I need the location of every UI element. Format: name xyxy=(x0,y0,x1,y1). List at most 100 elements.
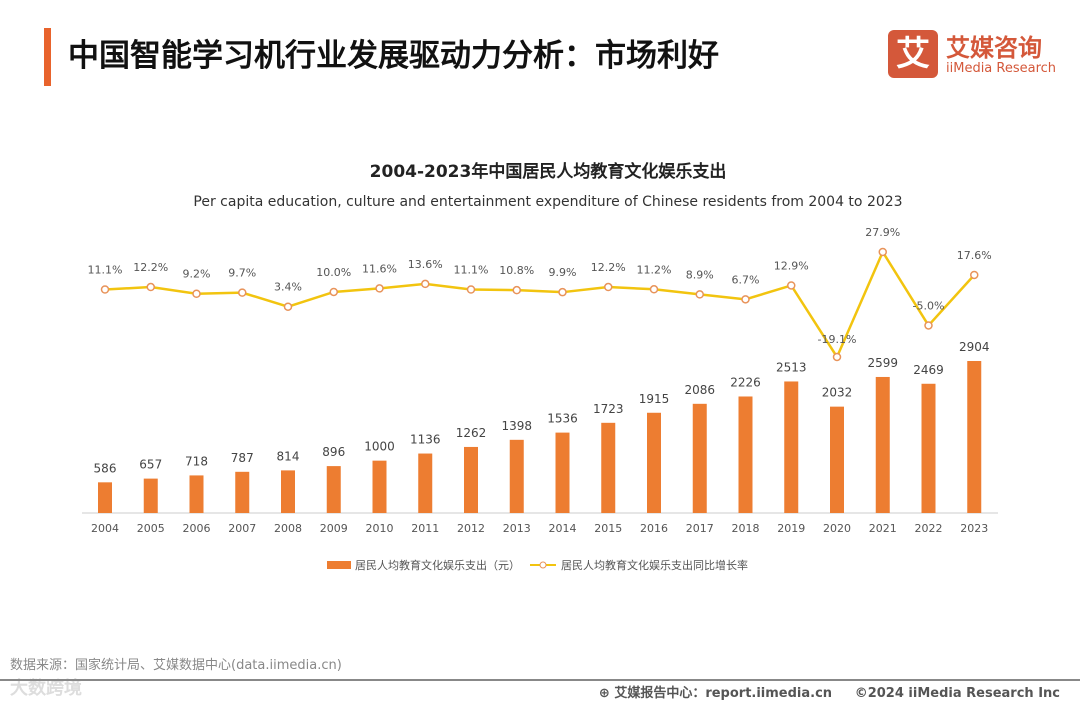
line-label-2007: 9.7% xyxy=(228,267,256,280)
line-label-2013: 10.8% xyxy=(499,264,534,277)
growth-line xyxy=(104,249,976,360)
line-point-2010 xyxy=(375,284,384,293)
x-tick-2004: 2004 xyxy=(91,522,119,535)
data-source: 数据来源：国家统计局、艾媒数据中心(data.iimedia.cn) xyxy=(10,658,342,673)
x-tick-2023: 2023 xyxy=(960,522,988,535)
line-point-2016 xyxy=(649,285,659,294)
bar-label-2021: 2599 xyxy=(867,356,898,370)
line-label-2006: 9.2% xyxy=(183,268,211,281)
x-tick-2005: 2005 xyxy=(137,522,165,535)
bar-2020 xyxy=(830,406,844,513)
bar-label-2008: 814 xyxy=(277,449,300,463)
chart-title: 2004-2023年中国居民人均教育文化娱乐支出 xyxy=(370,161,727,182)
legend: 居民人均教育文化娱乐支出（元） 居民人均教育文化娱乐支出同比增长率 xyxy=(327,558,748,572)
x-tick-2015: 2015 xyxy=(594,522,622,535)
line-label-2022: -5.0% xyxy=(913,299,945,312)
line-label-2020: -19.1% xyxy=(818,333,857,346)
line-label-2008: 3.4% xyxy=(274,281,302,294)
bar-2006 xyxy=(189,475,204,513)
line-point-2006 xyxy=(192,289,201,298)
bar-2008 xyxy=(281,470,295,513)
line-point-2005 xyxy=(146,282,155,292)
bar-2007 xyxy=(235,471,250,513)
bar-label-2005: 657 xyxy=(139,458,162,472)
bar-label-2017: 2086 xyxy=(684,383,715,397)
bar-2012 xyxy=(464,446,478,513)
bar-label-2023: 2904 xyxy=(959,340,990,354)
bar-2019 xyxy=(784,381,799,513)
bar-label-2022: 2469 xyxy=(913,363,944,377)
legend-bar-label: 居民人均教育文化娱乐支出（元） xyxy=(355,558,520,572)
bar-2011 xyxy=(418,453,433,513)
copyright: ©2024 iiMedia Research Inc xyxy=(854,686,1060,701)
x-tick-2006: 2006 xyxy=(183,522,211,535)
x-tick-2016: 2016 xyxy=(640,522,668,535)
line-label-2011: 13.6% xyxy=(408,258,443,271)
bar-2016 xyxy=(647,412,661,513)
legend-bar-swatch xyxy=(327,561,351,569)
x-tick-2021: 2021 xyxy=(869,522,897,535)
bar-label-2006: 718 xyxy=(185,454,208,468)
bar-label-2004: 586 xyxy=(94,461,117,475)
bar-2013 xyxy=(509,439,524,513)
report-link[interactable]: 艾媒报告中心：report.iimedia.cn xyxy=(614,686,833,701)
bar-label-2020: 2032 xyxy=(822,386,853,400)
line-label-2017: 8.9% xyxy=(686,268,714,281)
line-point-2011 xyxy=(421,279,430,289)
bar-label-2010: 1000 xyxy=(364,440,395,454)
x-tick-2020: 2020 xyxy=(823,522,851,535)
bar-2023 xyxy=(967,361,982,513)
bar-2009 xyxy=(326,466,341,513)
logo-cn: 艾媒咨询 xyxy=(946,34,1042,62)
x-tick-2017: 2017 xyxy=(686,522,714,535)
x-tick-2011: 2011 xyxy=(411,522,439,535)
line-label-2023: 17.6% xyxy=(957,249,992,262)
bar-2005 xyxy=(143,478,158,513)
footer-text: ⊕ 艾媒报告中心：report.iimedia.cn ©2024 iiMedia… xyxy=(599,682,1060,701)
legend-line-label: 居民人均教育文化娱乐支出同比增长率 xyxy=(561,558,748,572)
line-point-2020 xyxy=(832,352,842,362)
line-point-2018 xyxy=(741,295,750,304)
x-tick-2009: 2009 xyxy=(320,522,348,535)
line-point-2021 xyxy=(878,247,887,257)
bar-2010 xyxy=(372,460,387,513)
logo-en: iiMedia Research xyxy=(946,61,1057,76)
line-point-2019 xyxy=(787,281,796,290)
line-point-2023 xyxy=(970,270,979,280)
line-point-2007 xyxy=(238,288,247,297)
bar-label-2019: 2513 xyxy=(776,360,807,374)
x-tick-2008: 2008 xyxy=(274,522,302,535)
line-point-2014 xyxy=(558,287,567,297)
bar-label-2012: 1262 xyxy=(456,426,487,440)
bar-label-2011: 1136 xyxy=(410,433,441,447)
line-point-2012 xyxy=(466,285,476,294)
chart: 2004-2023年中国居民人均教育文化娱乐支出 Per capita educ… xyxy=(82,161,998,572)
x-tick-2018: 2018 xyxy=(732,522,760,535)
legend-line-marker xyxy=(539,561,547,569)
line-label-2021: 27.9% xyxy=(865,226,900,239)
watermark: 大数跨境 xyxy=(10,678,82,699)
line-label-2004: 11.1% xyxy=(88,264,123,277)
line-label-2010: 11.6% xyxy=(362,262,397,275)
footer-divider xyxy=(0,679,1080,681)
line-point-2017 xyxy=(695,290,704,299)
line-label-2019: 12.9% xyxy=(774,259,809,272)
line-point-2022 xyxy=(924,321,933,330)
line-label-2015: 12.2% xyxy=(591,261,626,274)
x-tick-2013: 2013 xyxy=(503,522,531,535)
page-title: 中国智能学习机行业发展驱动力分析：市场利好 xyxy=(68,38,719,74)
x-tick-2010: 2010 xyxy=(366,522,394,535)
x-tick-2022: 2022 xyxy=(915,522,943,535)
bar-2018 xyxy=(738,396,753,513)
bar-label-2014: 1536 xyxy=(547,412,578,426)
bar-2014 xyxy=(555,432,570,513)
logo-icon: 艾 xyxy=(888,30,938,78)
bar-label-2013: 1398 xyxy=(501,419,532,433)
iimedia-logo: 艾 艾媒咨询 iiMedia Research xyxy=(888,30,1070,80)
line-label-2009: 10.0% xyxy=(316,266,351,279)
line-label-2012: 11.1% xyxy=(454,264,489,277)
line-label-2005: 12.2% xyxy=(133,261,168,274)
x-tick-2007: 2007 xyxy=(228,522,256,535)
bar-2022 xyxy=(921,383,936,513)
line-label-2016: 11.2% xyxy=(637,263,672,276)
